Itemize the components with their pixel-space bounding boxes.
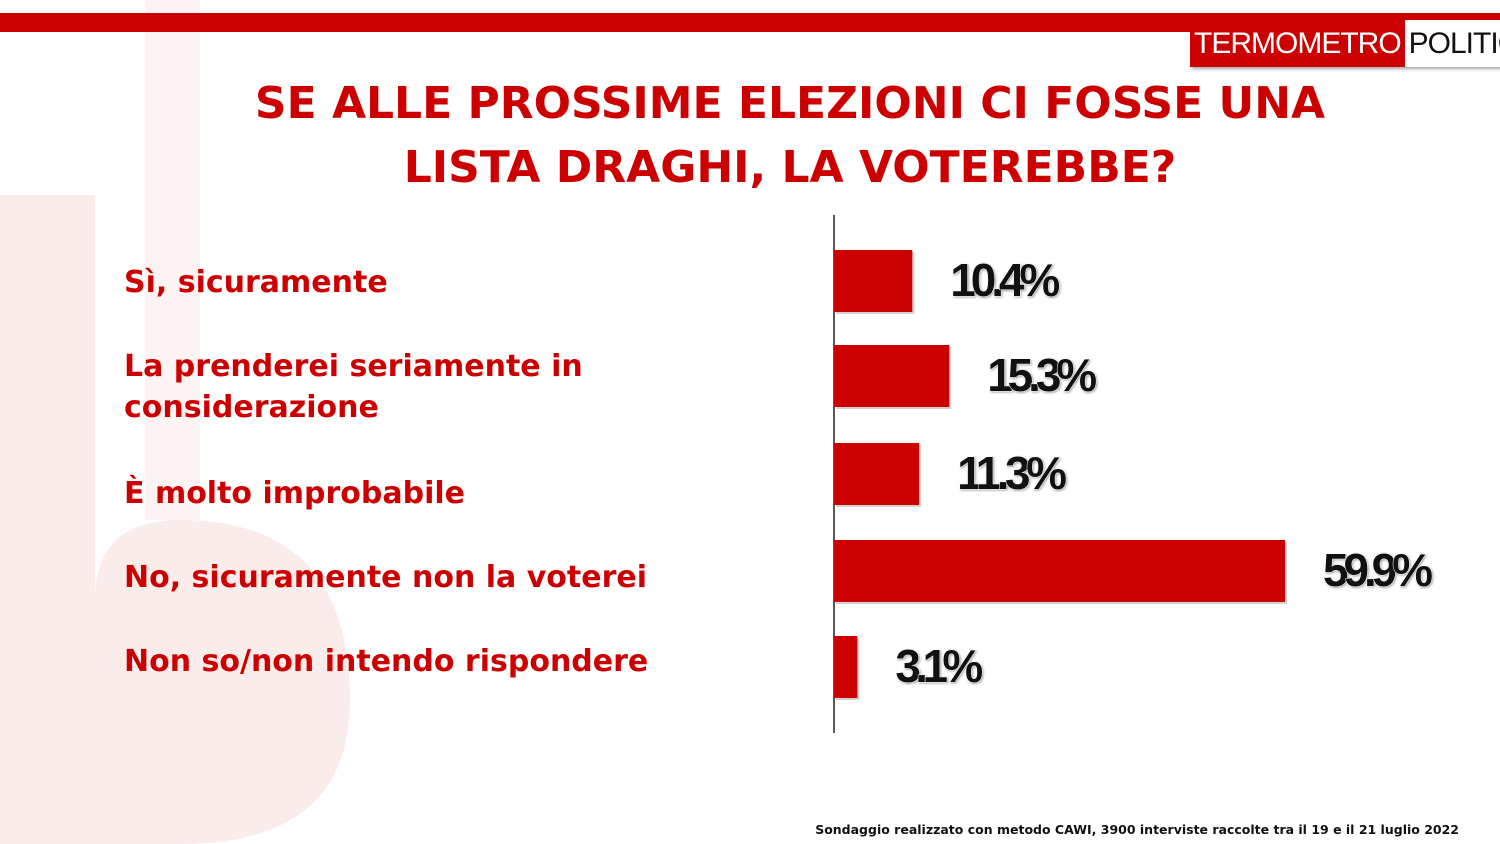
chart-title: SE ALLE PROSSIME ELEZIONI CI FOSSE UNA L… xyxy=(0,72,1500,200)
logo-part-termometro: TERMOMETRO xyxy=(1190,20,1405,67)
category-label-si-sicuramente: Sì, sicuramente xyxy=(124,265,388,300)
category-label-line: considerazione xyxy=(124,390,379,425)
category-label-prenderei-seriamente: La prenderei seriamente in considerazion… xyxy=(124,346,744,428)
top-red-bar xyxy=(0,13,1500,32)
survey-footnote: Sondaggio realizzato con metodo CAWI, 39… xyxy=(815,822,1459,837)
category-label-non-so: Non so/non intendo rispondere xyxy=(124,644,649,679)
data-label-0: 10.4% xyxy=(950,254,1060,306)
title-line-1: SE ALLE PROSSIME ELEZIONI CI FOSSE UNA xyxy=(254,78,1326,129)
title-line-2: LISTA DRAGHI, LA VOTEREBBE? xyxy=(403,142,1177,193)
termometro-politico-logo: TERMOMETRO POLITICO xyxy=(1190,20,1500,67)
data-label-1: 15.3% xyxy=(987,349,1097,401)
bar-3 xyxy=(834,540,1285,602)
logo-part-politico: POLITICO xyxy=(1404,20,1500,67)
bar-0 xyxy=(834,250,913,312)
data-label-2: 11.3% xyxy=(957,447,1067,499)
data-label-3: 59.9% xyxy=(1323,544,1433,596)
bar-2 xyxy=(834,443,920,505)
bar-4 xyxy=(834,636,858,698)
bar-1 xyxy=(834,345,950,407)
category-label-molto-improbabile: È molto improbabile xyxy=(124,476,466,511)
category-label-non-la-voterei: No, sicuramente non la voterei xyxy=(124,560,647,595)
category-label-line: La prenderei seriamente in xyxy=(124,349,583,384)
data-label-4: 3.1% xyxy=(895,640,983,692)
